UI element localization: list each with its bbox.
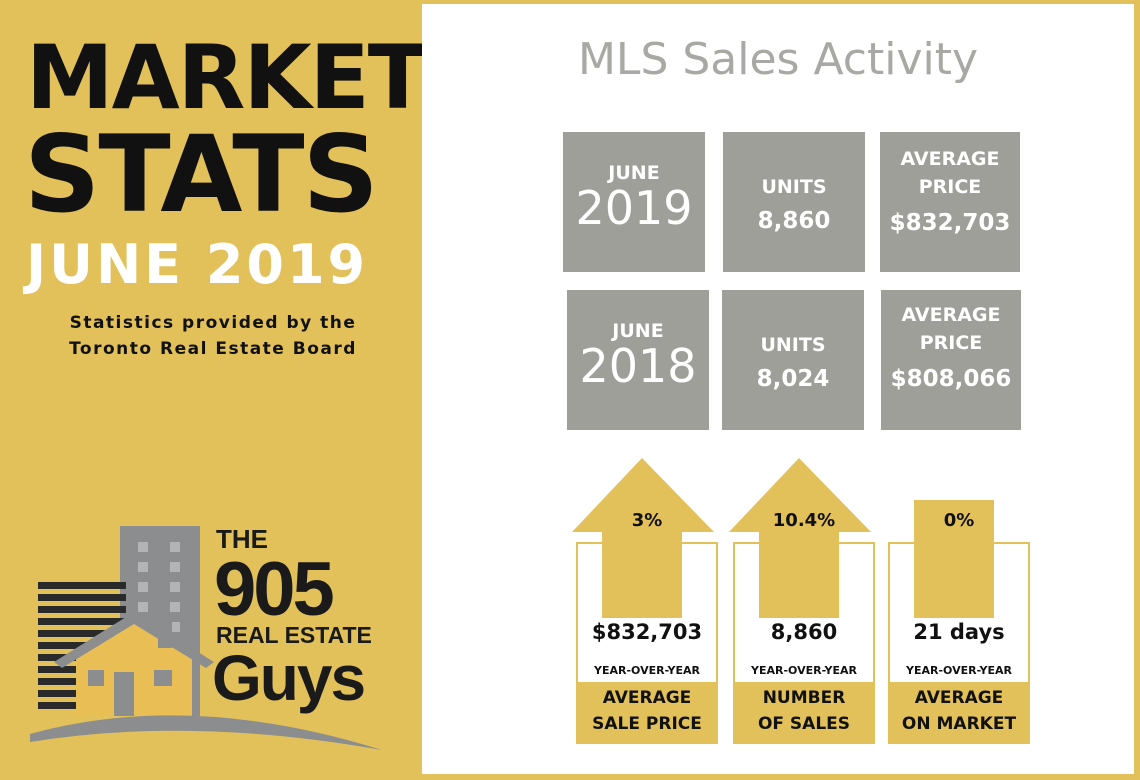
stat-average-on-market: 0% 21 days YEAR-OVER-YEAR AVERAGE ON MAR…	[884, 458, 1044, 748]
stat-change: 10.4%	[772, 510, 836, 531]
units-box-2019: UNITS 8,860	[723, 132, 865, 272]
right-panel: MLS Sales Activity JUNE 2019 UNITS 8,860…	[422, 4, 1134, 774]
stat-value: $832,703	[591, 620, 703, 644]
stat-change: 3%	[631, 510, 663, 531]
stat-label: AVERAGE SALE PRICE	[576, 682, 718, 744]
price-label-1: AVERAGE	[901, 304, 1001, 326]
stat-value: 21 days	[913, 620, 1005, 644]
title-date: JUNE 2019	[26, 233, 369, 296]
units-label: UNITS	[760, 334, 826, 356]
logo-real-estate: REAL ESTATE	[216, 622, 372, 648]
price-value: $832,703	[889, 210, 1011, 236]
flat-square-icon	[914, 500, 994, 618]
year-box-2019: JUNE 2019	[563, 132, 705, 272]
units-value: 8,860	[757, 208, 831, 234]
stat-number-of-sales: 10.4% 8,860 YEAR-OVER-YEAR NUMBER OF SAL…	[729, 458, 889, 748]
source-note: Statistics provided by the Toronto Real …	[28, 310, 398, 363]
stat-label: AVERAGE ON MARKET	[888, 682, 1030, 744]
month-label: JUNE	[608, 162, 660, 184]
price-value: $808,066	[890, 366, 1012, 392]
source-line-1: Statistics provided by the	[69, 313, 357, 333]
year-box-2018: JUNE 2018	[567, 290, 709, 430]
month-label: JUNE	[612, 320, 664, 342]
year-label: 2018	[579, 339, 697, 393]
house-and-buildings-logo-icon	[30, 526, 382, 750]
price-label-2: PRICE	[919, 332, 983, 354]
stat-average-sale-price: 3% $832,703 YEAR-OVER-YEAR AVERAGE SALE …	[572, 458, 732, 748]
price-box-2019: AVERAGE PRICE $832,703	[880, 132, 1020, 272]
price-box-2018: AVERAGE PRICE $808,066	[881, 290, 1021, 430]
panel-title: MLS Sales Activity	[577, 34, 979, 85]
title-market: MARKET	[26, 26, 428, 129]
up-arrow-icon	[572, 458, 714, 618]
price-label-1: AVERAGE	[900, 148, 1000, 170]
units-value: 8,024	[756, 366, 830, 392]
logo-905: 905	[214, 547, 335, 632]
stat-label-1: AVERAGE	[602, 688, 692, 708]
stat-value: 8,860	[770, 620, 838, 644]
stat-label-1: AVERAGE	[914, 688, 1004, 708]
title-stats: STATS	[24, 113, 379, 236]
stat-label-2: OF SALES	[757, 713, 851, 734]
brand-logo: THE 905 REAL ESTATE Guys	[30, 520, 400, 760]
stat-change: 0%	[943, 510, 975, 531]
source-line-2: Toronto Real Estate Board	[69, 339, 357, 360]
year-label: 2019	[575, 181, 693, 235]
units-box-2018: UNITS 8,024	[722, 290, 864, 430]
left-panel: MARKET STATS JUNE 2019 Statistics provid…	[0, 0, 428, 780]
stat-label-2: SALE PRICE	[592, 713, 702, 734]
stat-label-2: ON MARKET	[901, 713, 1017, 734]
logo-guys: Guys	[212, 642, 366, 714]
price-label-2: PRICE	[918, 176, 982, 198]
units-label: UNITS	[761, 176, 827, 198]
logo-the: THE	[216, 524, 268, 554]
stat-period: YEAR-OVER-YEAR	[594, 664, 700, 677]
stat-period: YEAR-OVER-YEAR	[906, 664, 1012, 677]
stat-label: NUMBER OF SALES	[733, 682, 875, 744]
stat-label-1: NUMBER	[762, 688, 846, 708]
up-arrow-icon	[729, 458, 871, 618]
stat-period: YEAR-OVER-YEAR	[751, 664, 857, 677]
